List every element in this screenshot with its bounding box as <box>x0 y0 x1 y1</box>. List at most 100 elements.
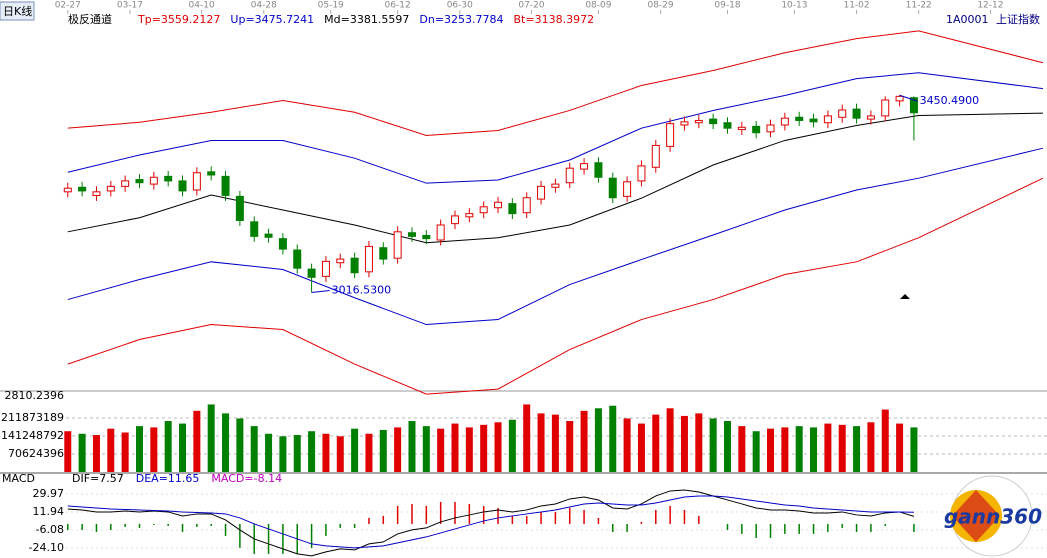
legend-entry: DEA=11.65 <box>136 472 200 485</box>
candle-body <box>508 203 517 215</box>
x-tick-label: 04-10 <box>189 1 215 11</box>
x-tick-label: 11-02 <box>843 1 869 11</box>
candle-body <box>178 180 187 192</box>
volume-bar <box>250 426 258 472</box>
symbol-code: 1A0001 <box>946 13 989 26</box>
legend-entry: Dn=3253.7784 <box>419 13 503 26</box>
indicator-title: 极反通道 <box>68 12 112 26</box>
candle-body <box>264 233 273 238</box>
x-tick-label: 09-18 <box>714 1 740 11</box>
y-tick-label: 11.94 <box>33 505 65 518</box>
y-tick-label: 141248792 <box>1 429 64 442</box>
candle-body <box>407 232 416 237</box>
volume-bar <box>422 426 430 472</box>
macd-title: MACD <box>2 472 35 485</box>
candle-body <box>780 117 789 126</box>
marker <box>900 294 910 299</box>
volume-bar <box>838 424 846 472</box>
candle-body <box>278 238 287 250</box>
volume-bar <box>508 419 516 472</box>
candle-body <box>207 171 216 176</box>
volume-bar <box>795 426 803 472</box>
candle-body <box>881 99 890 117</box>
volume-bar <box>881 409 889 472</box>
volume-bar <box>135 426 143 472</box>
candle-body <box>121 180 130 187</box>
candle-body <box>164 175 173 182</box>
band-line <box>67 177 1044 395</box>
volume-bar <box>480 424 488 472</box>
volume-bar <box>64 431 72 472</box>
candle-body <box>465 213 474 218</box>
x-tick-label: 07-20 <box>518 1 544 11</box>
volume-bar <box>666 408 674 472</box>
volume-bar <box>580 410 588 472</box>
x-tick-label: 06-30 <box>447 1 473 11</box>
candle-body <box>293 249 302 269</box>
volume-bar <box>723 421 731 472</box>
macd-line <box>67 495 914 549</box>
volume-bar <box>523 404 531 472</box>
candle-body <box>737 126 746 131</box>
annotation: 3450.4900 <box>920 94 980 107</box>
candle-body <box>78 186 87 192</box>
volume-bar <box>222 413 230 472</box>
logo-text: gann360 <box>944 505 1042 529</box>
volume-bar <box>336 436 344 472</box>
x-tick-label: 02-27 <box>55 1 81 11</box>
candle-body <box>92 191 101 196</box>
volume-bar <box>637 423 645 472</box>
annotation-leader <box>899 94 918 102</box>
volume-bar <box>824 423 832 472</box>
volume-bar <box>150 427 158 472</box>
volume-bar <box>867 422 875 472</box>
x-tick-label: 10-13 <box>781 1 807 11</box>
volume-bar <box>853 426 861 472</box>
volume-bar <box>910 427 918 472</box>
volume-bar <box>322 433 330 472</box>
period-box <box>0 1 35 21</box>
volume-bar <box>408 421 416 472</box>
x-tick-label: 08-29 <box>647 1 673 11</box>
candle-body <box>795 116 804 121</box>
macd-line <box>67 489 915 557</box>
volume-bar <box>207 404 215 472</box>
volume-bar <box>279 436 287 472</box>
volume-bar <box>293 435 301 472</box>
candle-body <box>895 95 904 102</box>
y-tick-label: 211873189 <box>1 411 64 424</box>
volume-bar <box>179 423 187 472</box>
volume-bar <box>265 433 273 472</box>
annotation: 3016.5300 <box>332 283 392 296</box>
band-line <box>67 112 1044 244</box>
x-tick-label: 05-19 <box>318 1 344 11</box>
y-tick-label: 70624396 <box>8 447 64 460</box>
legend-entry: Md=3381.5597 <box>324 13 409 26</box>
candle-body <box>809 118 818 123</box>
x-tick-label: 11-22 <box>906 1 932 11</box>
candle-body <box>479 206 488 214</box>
y-tick-label: 29.97 <box>33 487 65 500</box>
candle-body <box>321 260 330 277</box>
candle-body <box>838 109 847 118</box>
symbol-name: 上证指数 <box>996 12 1040 26</box>
volume-bar <box>365 433 373 472</box>
legend-entry: MACD=-8.14 <box>211 472 282 485</box>
candle-body <box>594 162 603 178</box>
logo: gann360 <box>944 475 1042 557</box>
y-tick-label: -24.10 <box>29 541 64 554</box>
candle-body <box>709 118 718 125</box>
candle-body <box>852 108 861 119</box>
candle-body <box>522 197 531 214</box>
candle-body <box>551 183 560 188</box>
volume-bar <box>680 415 688 472</box>
volume-bar <box>78 433 86 472</box>
volume-bar <box>551 414 559 472</box>
candle-body <box>336 258 345 264</box>
volume-bar <box>465 427 473 472</box>
candle-body <box>149 176 158 185</box>
annotation-leader <box>311 289 330 293</box>
candle-body <box>350 257 359 274</box>
candle-body <box>422 234 431 240</box>
candle-body <box>608 177 617 199</box>
